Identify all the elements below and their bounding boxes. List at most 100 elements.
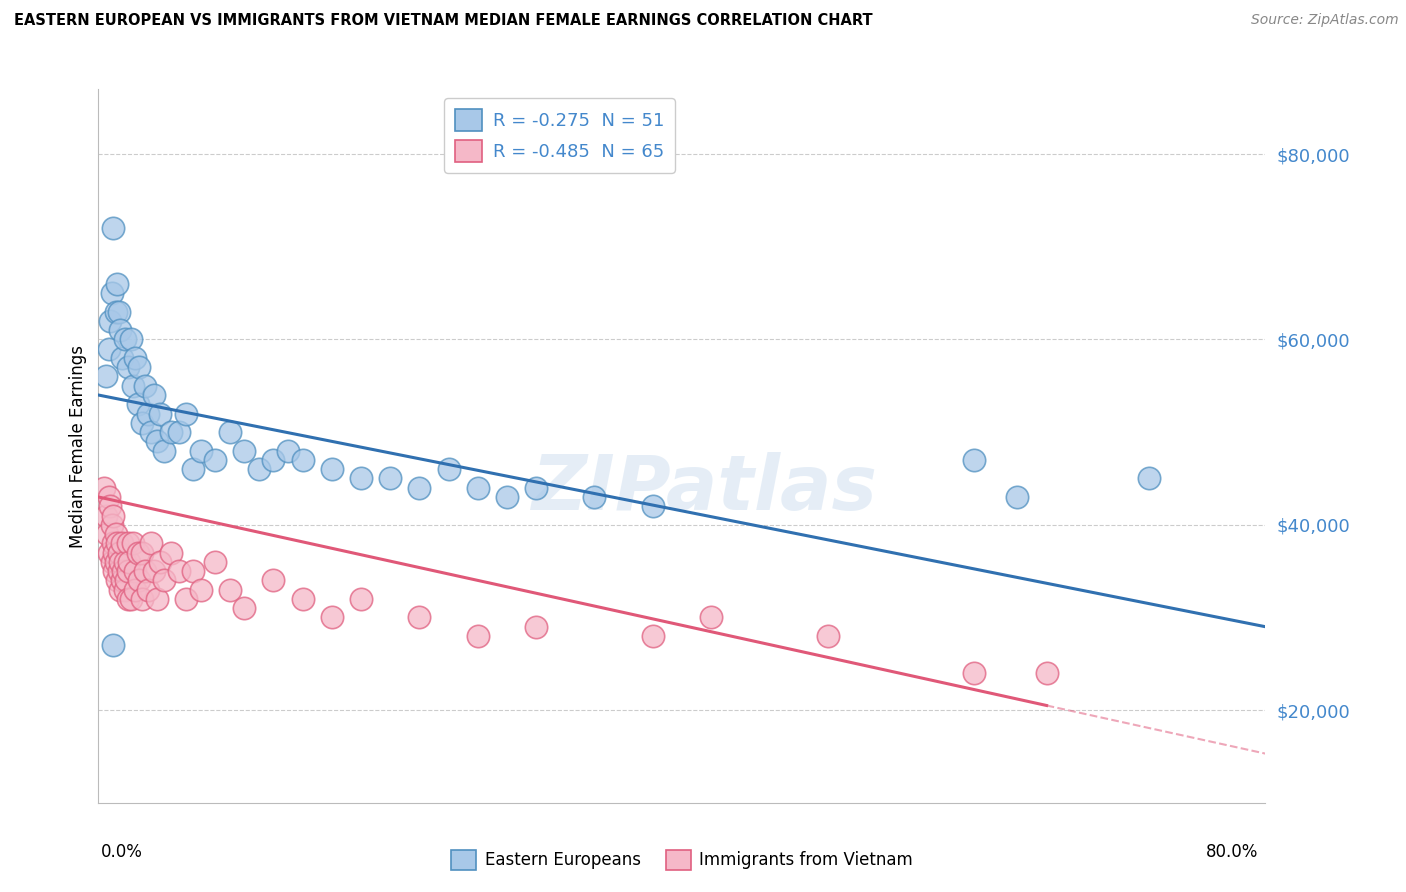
Point — [167, 425, 190, 439]
Text: ZIPatlas: ZIPatlas — [533, 452, 879, 525]
Point — [105, 277, 128, 291]
Point — [97, 545, 120, 559]
Point — [136, 407, 159, 421]
Point — [104, 527, 127, 541]
Point — [495, 490, 517, 504]
Point — [277, 443, 299, 458]
Point — [122, 378, 145, 392]
Point — [524, 620, 547, 634]
Point — [524, 481, 547, 495]
Point — [467, 481, 489, 495]
Point — [408, 481, 430, 495]
Point — [583, 490, 606, 504]
Point — [104, 304, 127, 318]
Point — [350, 471, 373, 485]
Point — [291, 453, 314, 467]
Point — [110, 555, 132, 569]
Point — [98, 314, 121, 328]
Point — [467, 629, 489, 643]
Point — [131, 416, 153, 430]
Point — [962, 453, 984, 467]
Point — [190, 582, 212, 597]
Point — [291, 591, 314, 606]
Point — [128, 360, 150, 375]
Point — [97, 490, 120, 504]
Point — [134, 378, 156, 392]
Point — [100, 517, 122, 532]
Point — [108, 564, 131, 578]
Point — [105, 536, 128, 550]
Point — [118, 555, 141, 569]
Point — [142, 388, 165, 402]
Point — [1035, 666, 1057, 681]
Point — [122, 536, 145, 550]
Point — [94, 369, 117, 384]
Point — [98, 500, 121, 514]
Point — [233, 443, 256, 458]
Text: 0.0%: 0.0% — [101, 843, 143, 861]
Point — [124, 564, 146, 578]
Point — [94, 508, 117, 523]
Point — [114, 555, 136, 569]
Point — [181, 564, 204, 578]
Point — [962, 666, 984, 681]
Point — [153, 443, 176, 458]
Point — [136, 582, 159, 597]
Point — [153, 574, 176, 588]
Point — [124, 582, 146, 597]
Point — [204, 453, 226, 467]
Point — [167, 564, 190, 578]
Point — [350, 591, 373, 606]
Text: 80.0%: 80.0% — [1206, 843, 1258, 861]
Point — [160, 545, 183, 559]
Point — [105, 574, 128, 588]
Point — [134, 564, 156, 578]
Text: EASTERN EUROPEAN VS IMMIGRANTS FROM VIETNAM MEDIAN FEMALE EARNINGS CORRELATION C: EASTERN EUROPEAN VS IMMIGRANTS FROM VIET… — [14, 13, 873, 29]
Point — [111, 536, 134, 550]
Point — [408, 610, 430, 624]
Point — [700, 610, 723, 624]
Point — [181, 462, 204, 476]
Point — [437, 462, 460, 476]
Text: Source: ZipAtlas.com: Source: ZipAtlas.com — [1251, 13, 1399, 28]
Point — [104, 555, 127, 569]
Point — [1137, 471, 1160, 485]
Point — [218, 425, 240, 439]
Point — [110, 582, 132, 597]
Point — [321, 462, 343, 476]
Point — [127, 545, 149, 559]
Point — [114, 582, 136, 597]
Point — [111, 574, 134, 588]
Point — [641, 500, 664, 514]
Point — [101, 221, 124, 235]
Point — [103, 545, 125, 559]
Point — [139, 425, 162, 439]
Point — [149, 555, 172, 569]
Point — [120, 591, 142, 606]
Point — [142, 564, 165, 578]
Point — [641, 629, 664, 643]
Point — [174, 591, 197, 606]
Point — [108, 304, 131, 318]
Point — [139, 536, 162, 550]
Point — [96, 527, 118, 541]
Point — [817, 629, 839, 643]
Point — [131, 591, 153, 606]
Point — [117, 564, 139, 578]
Point — [146, 591, 169, 606]
Point — [321, 610, 343, 624]
Point — [247, 462, 270, 476]
Point — [117, 591, 139, 606]
Point — [146, 434, 169, 449]
Point — [174, 407, 197, 421]
Point — [1007, 490, 1029, 504]
Legend: Eastern Europeans, Immigrants from Vietnam: Eastern Europeans, Immigrants from Vietn… — [444, 843, 920, 877]
Point — [120, 333, 142, 347]
Point — [124, 351, 146, 365]
Point — [117, 536, 139, 550]
Point — [115, 574, 138, 588]
Point — [111, 351, 134, 365]
Point — [93, 481, 115, 495]
Point — [117, 360, 139, 375]
Point — [218, 582, 240, 597]
